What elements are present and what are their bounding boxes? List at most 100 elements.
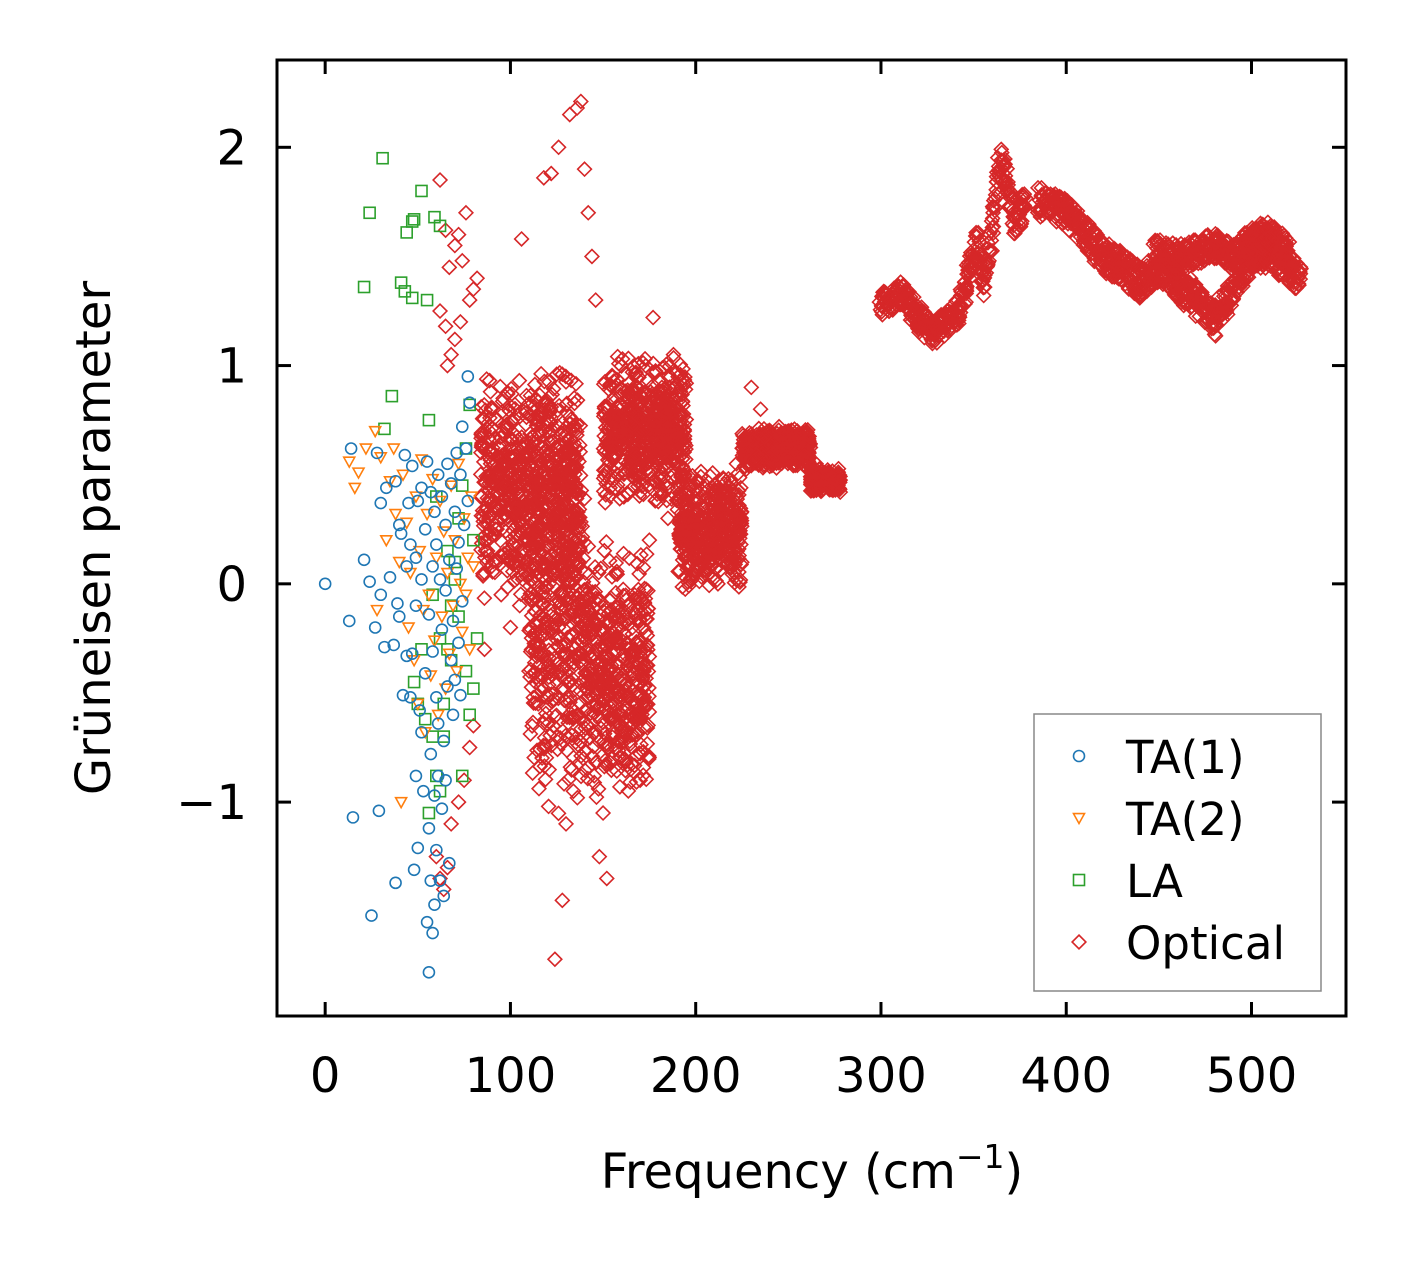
optical-point: [620, 782, 637, 799]
optical-point: [732, 509, 749, 526]
optical-point: [635, 690, 652, 707]
optical-point: [524, 495, 541, 512]
optical-point: [582, 705, 599, 722]
optical-point: [638, 670, 655, 687]
optical-point: [540, 642, 557, 659]
optical-point: [683, 534, 700, 551]
optical-point: [630, 705, 647, 722]
optical-point: [983, 213, 1000, 230]
optical-point: [565, 555, 582, 572]
optical-point: [519, 461, 536, 478]
optical-point: [689, 554, 706, 571]
optical-point: [557, 465, 574, 482]
optical-point: [640, 747, 657, 764]
optical-point: [676, 548, 693, 565]
optical-point: [543, 456, 560, 473]
optical-point: [984, 219, 1001, 236]
optical-point: [673, 428, 690, 445]
optical-point: [621, 610, 638, 627]
optical-point: [507, 538, 524, 555]
optical-point: [1011, 212, 1028, 229]
optical-point: [540, 798, 557, 815]
optical-point: [715, 492, 732, 509]
optical-point: [704, 523, 721, 540]
optical-point: [524, 765, 541, 782]
optical-point: [537, 705, 554, 722]
optical-point: [539, 455, 556, 472]
optical-point: [522, 725, 539, 742]
optical-point: [708, 519, 725, 536]
optical-point: [549, 741, 566, 758]
optical-point: [1016, 186, 1033, 203]
optical-point: [530, 476, 547, 493]
optical-point: [536, 467, 553, 484]
optical-point: [975, 279, 992, 296]
optical-point: [984, 242, 1001, 259]
optical-point: [564, 599, 581, 616]
optical-point: [615, 581, 632, 598]
optical-point: [985, 204, 1002, 221]
optical-point: [597, 666, 614, 683]
optical-point: [579, 680, 596, 697]
optical-point: [547, 543, 564, 560]
optical-point: [546, 521, 563, 538]
optical-point: [566, 640, 583, 657]
optical-point: [538, 612, 555, 629]
optical-point: [817, 473, 834, 490]
optical-point: [639, 600, 656, 617]
optical-point: [481, 372, 498, 389]
optical-point: [568, 485, 585, 502]
optical-point: [720, 470, 737, 487]
optical-point: [557, 368, 574, 385]
optical-point: [598, 475, 615, 492]
optical-point: [537, 530, 554, 547]
optical-point: [681, 469, 698, 486]
optical-point: [995, 152, 1012, 169]
optical-point: [554, 366, 571, 383]
optical-point: [1228, 284, 1245, 301]
optical-point: [611, 490, 628, 507]
optical-point: [538, 648, 555, 665]
optical-point: [594, 653, 611, 670]
optical-point: [579, 770, 596, 787]
optical-point: [608, 563, 625, 580]
optical-point: [584, 649, 601, 666]
optical-point: [607, 584, 624, 601]
optical-point: [950, 309, 967, 326]
optical-point: [516, 563, 533, 580]
optical-point: [652, 383, 669, 400]
optical-point: [658, 448, 675, 465]
optical-point: [608, 684, 625, 701]
optical-point: [696, 509, 713, 526]
optical-point: [601, 710, 619, 727]
optical-point: [475, 436, 492, 453]
optical-point: [573, 482, 590, 499]
optical-point: [541, 575, 558, 592]
optical-point: [550, 805, 567, 822]
optical-point: [557, 692, 574, 709]
optical-point: [614, 450, 631, 467]
optical-point: [480, 430, 497, 447]
optical-point: [528, 522, 545, 539]
optical-point: [565, 701, 582, 718]
optical-point: [924, 335, 941, 352]
optical-point: [692, 463, 710, 480]
optical-point: [621, 719, 638, 736]
optical-point: [677, 495, 694, 512]
optical-point: [647, 410, 664, 427]
optical-point: [566, 548, 583, 565]
optical-point: [492, 547, 509, 564]
optical-point: [530, 411, 547, 428]
optical-point: [617, 751, 634, 768]
optical-point: [551, 482, 568, 499]
optical-point: [638, 546, 655, 563]
optical-point: [482, 478, 499, 495]
optical-point: [670, 477, 687, 494]
optical-point: [630, 409, 647, 426]
optical-point: [560, 469, 577, 486]
optical-point: [669, 425, 686, 442]
optical-point: [548, 366, 565, 383]
optical-point: [582, 606, 599, 623]
optical-point: [541, 424, 558, 441]
